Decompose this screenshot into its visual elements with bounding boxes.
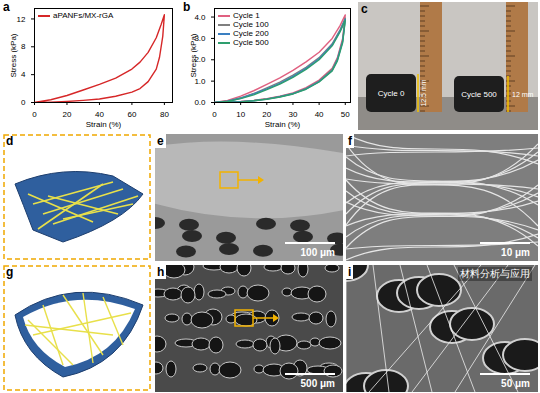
html-text:aPANFs/MX-rGA: aPANFs/MX-rGA: [53, 11, 114, 20]
svg-text:4: 4: [21, 70, 26, 79]
svg-text:12.5 mm: 12.5 mm: [420, 79, 427, 106]
svg-text:10: 10: [236, 110, 245, 119]
svg-text:1.0: 1.0: [194, 76, 206, 86]
svg-text:3.0: 3.0: [194, 34, 206, 43]
svg-text:30: 30: [289, 110, 298, 119]
svg-text:40: 40: [95, 110, 104, 119]
html-text:h: h: [157, 265, 165, 279]
svg-text:40: 40: [315, 110, 324, 119]
svg-text:100 μm: 100 μm: [301, 247, 336, 258]
html-text:Cycle 100: Cycle 100: [233, 20, 269, 29]
html-text:i: i: [348, 265, 352, 279]
html-text:a: a: [3, 0, 10, 14]
svg-text:50: 50: [341, 110, 350, 119]
html-text:b: b: [183, 0, 191, 14]
svg-text:12 mm: 12 mm: [512, 91, 534, 98]
html-text:d: d: [6, 134, 14, 148]
html-text:Cycle 1: Cycle 1: [233, 11, 260, 20]
svg-text:Stress (kPa): Stress (kPa): [9, 33, 18, 77]
svg-text:Cycle 500: Cycle 500: [461, 90, 497, 99]
svg-text:0: 0: [21, 98, 26, 107]
svg-text:Strain (%): Strain (%): [265, 120, 301, 129]
svg-text:80: 80: [160, 110, 169, 119]
svg-text:8: 8: [21, 42, 26, 51]
svg-text:0.0: 0.0: [194, 98, 206, 107]
html-text:材料分析与应用: 材料分析与应用: [460, 268, 530, 279]
html-text:e: e: [157, 134, 164, 148]
svg-text:0: 0: [32, 110, 37, 119]
svg-text:12: 12: [17, 15, 26, 24]
svg-text:20: 20: [63, 110, 72, 119]
svg-text:10 μm: 10 μm: [501, 247, 530, 258]
svg-text:20: 20: [262, 110, 271, 119]
html-text:Cycle 500: Cycle 500: [233, 38, 269, 47]
svg-text:Strain (%): Strain (%): [86, 120, 122, 129]
svg-text:2.0: 2.0: [194, 55, 206, 65]
html-text:Cycle 200: Cycle 200: [233, 29, 269, 38]
svg-text:0: 0: [212, 110, 217, 119]
html-text:g: g: [6, 265, 14, 279]
html-text:c: c: [361, 2, 368, 16]
html-text:f: f: [348, 134, 352, 148]
svg-text:500 μm: 500 μm: [301, 378, 336, 389]
svg-text:50 μm: 50 μm: [501, 378, 530, 389]
svg-text:60: 60: [127, 110, 136, 119]
svg-text:Stress (kPa): Stress (kPa): [189, 33, 198, 77]
svg-text:4.0: 4.0: [194, 13, 206, 22]
svg-text:Cycle 0: Cycle 0: [378, 89, 405, 98]
